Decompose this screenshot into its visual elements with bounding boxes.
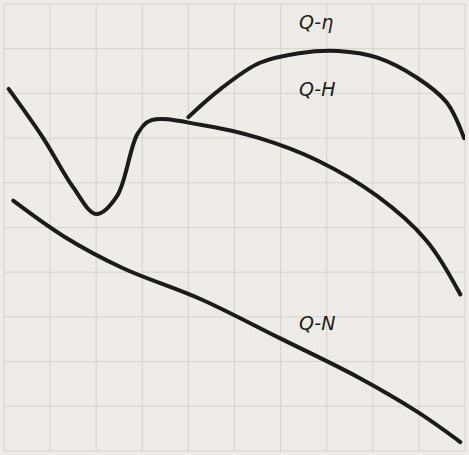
grid-line [4,406,465,407]
curve-label: Q-η [299,11,333,33]
curve [9,89,461,295]
curve-labels: Q-η Q-H Q-N [299,11,335,335]
chart: Q-η Q-H Q-N [0,0,469,455]
grid-line [4,227,465,228]
curve [188,51,464,138]
curve-label: Q-H [299,78,335,100]
curve [13,201,460,442]
grid-line [4,4,465,5]
grid-line [4,272,465,273]
lines [9,51,464,442]
grid-line [4,182,465,183]
grid-line [4,48,465,49]
grid [4,4,465,451]
grid-line [4,93,465,94]
grid-line [4,361,465,362]
grid-line [4,451,465,452]
grid-line [4,138,465,139]
curve-label: Q-N [299,312,335,334]
plot: Q-η Q-H Q-N [4,4,465,451]
